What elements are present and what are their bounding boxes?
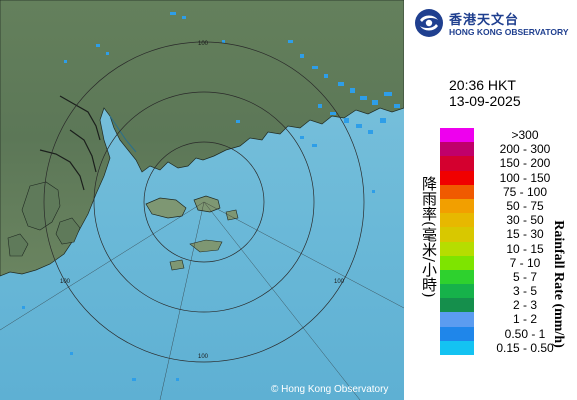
legend-unit-en-text: Rainfall Rate (mm/h) [551, 220, 566, 348]
legend-label: 1 - 2 [512, 312, 537, 327]
legend-swatch [440, 255, 474, 270]
map-copyright-text: Hong Kong Observatory [281, 384, 389, 395]
observation-date: 13-09-2025 [449, 93, 521, 109]
legend-row: 0.50 - 1 [440, 326, 572, 341]
info-panel: 香港天文台 HONG KONG OBSERVATORY 20:36 HKT 13… [404, 0, 577, 400]
legend-swatch [440, 298, 474, 313]
legend-label: 15 - 30 [506, 227, 544, 242]
rain-echoes [22, 12, 400, 381]
legend-unit-zh: 降雨率(毫米/小時) [420, 176, 438, 298]
legend-label: >300 [511, 128, 539, 142]
legend-label: 150 - 200 [499, 156, 551, 171]
observation-time: 20:36 HKT [449, 77, 516, 93]
legend-label: 30 - 50 [506, 213, 544, 228]
legend-label: 100 - 150 [499, 170, 551, 185]
legend-swatch [440, 170, 474, 185]
legend-swatch [440, 312, 474, 327]
legend-row: 100 - 150 [440, 170, 572, 185]
legend-row: 75 - 100 [440, 184, 572, 199]
outlying-island [189, 239, 223, 253]
legend-label: 0.15 - 0.50 [496, 340, 554, 355]
legend-row: 3 - 5 [440, 284, 572, 299]
hong-kong-island [193, 195, 221, 213]
legend-label: 75 - 100 [502, 184, 548, 199]
legend-row: 150 - 200 [440, 156, 572, 171]
legend-row: 1 - 2 [440, 312, 572, 327]
ring-label: 100 [198, 41, 209, 47]
western-islands [55, 217, 81, 245]
legend-label: 200 - 300 [499, 142, 551, 157]
legend-swatch [440, 213, 474, 228]
radar-map-canvas: 100 100 100 100 [0, 0, 404, 400]
legend-row: 200 - 300 [440, 142, 572, 157]
legend-label: 3 - 5 [512, 284, 537, 299]
mainland [0, 0, 404, 277]
ring-label: 100 [334, 279, 345, 285]
legend-row: 5 - 7 [440, 269, 572, 285]
legend-label: 10 - 15 [506, 241, 544, 256]
hko-swirl-icon [415, 9, 443, 37]
legend-swatch [440, 241, 474, 256]
legend-label: 0.50 - 1 [504, 326, 546, 341]
legend-row: 7 - 10 [440, 255, 572, 270]
outlying-island [169, 259, 185, 271]
legend-swatch [440, 128, 474, 143]
ring-label: 100 [198, 354, 209, 360]
legend-row: 10 - 15 [440, 241, 572, 256]
range-rings [43, 41, 365, 363]
range-spokes [0, 201, 404, 400]
legend-row: 50 - 75 [440, 198, 572, 214]
logo-zh-text: 香港天文台 [449, 13, 520, 28]
copyright-icon: © [271, 384, 279, 395]
legend-row: 30 - 50 [440, 213, 572, 228]
legend-label: 2 - 3 [512, 298, 537, 313]
legend-unit-en: Rainfall Rate (mm/h) [547, 204, 569, 364]
legend-swatch [440, 284, 474, 299]
legend-swatch [440, 227, 474, 242]
legend-swatch [440, 184, 474, 199]
outlying-island [225, 209, 239, 221]
legend-swatch [440, 326, 474, 341]
legend-label: 50 - 75 [506, 198, 544, 213]
lantau-island [145, 197, 187, 219]
logo-en-text: HONG KONG OBSERVATORY [449, 27, 569, 37]
western-islands [21, 181, 61, 231]
legend-swatch [440, 340, 474, 355]
hko-logo: 香港天文台 HONG KONG OBSERVATORY [414, 6, 574, 40]
river [39, 95, 101, 191]
river [109, 115, 137, 153]
legend-row: 2 - 3 [440, 298, 572, 313]
legend-row: 0.15 - 0.50 [440, 340, 572, 355]
rainfall-legend: >300 200 - 300 150 - 200 100 - 150 75 - 100 5… [440, 128, 572, 355]
ring-label: 100 [60, 279, 71, 285]
legend-swatch [440, 198, 474, 214]
map-copyright: © Hong Kong Observatory [271, 384, 388, 395]
legend-row: 15 - 30 [440, 227, 572, 242]
legend-label: 5 - 7 [512, 269, 537, 284]
western-islands [7, 233, 29, 257]
legend-swatch [440, 142, 474, 157]
legend-swatch [440, 156, 474, 171]
legend-row: >300 [440, 128, 572, 143]
radar-map: 100 100 100 100 © Hong Kong Observatory [0, 0, 404, 400]
legend-label: 7 - 10 [509, 255, 541, 270]
legend-swatch [440, 269, 474, 285]
